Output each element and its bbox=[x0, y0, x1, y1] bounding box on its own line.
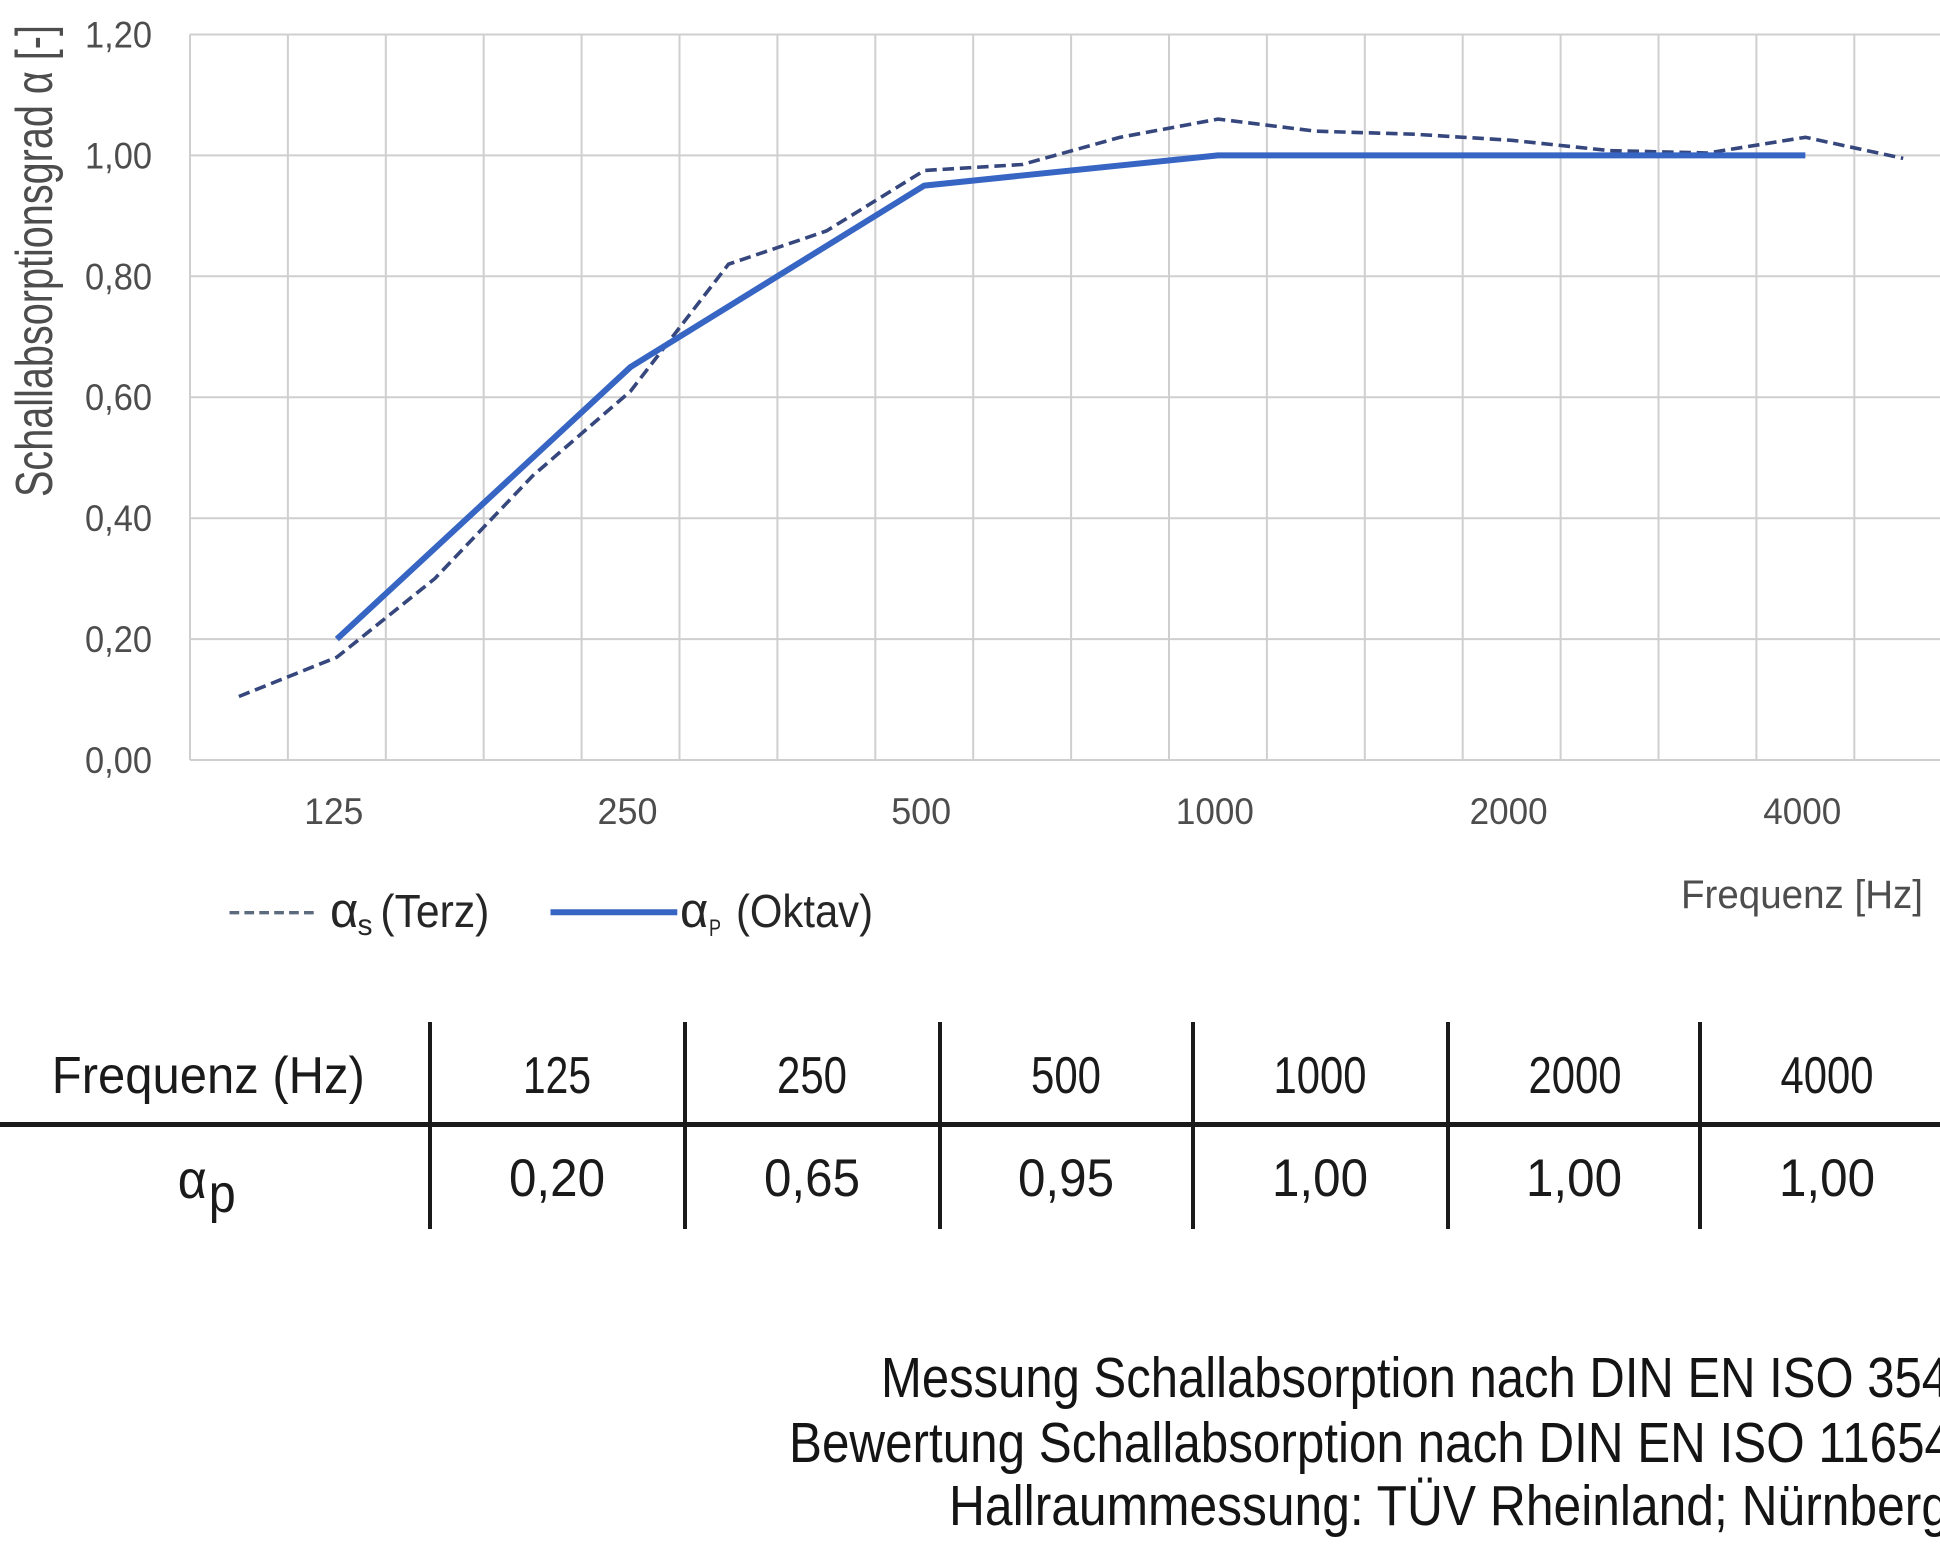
svg-text:α: α bbox=[680, 884, 708, 938]
svg-text:1,20: 1,20 bbox=[85, 15, 152, 56]
svg-text:0,20: 0,20 bbox=[509, 1149, 605, 1208]
svg-text:250: 250 bbox=[777, 1047, 847, 1105]
svg-text:s: s bbox=[358, 909, 373, 942]
svg-text:0,60: 0,60 bbox=[85, 377, 152, 418]
svg-text:125: 125 bbox=[523, 1047, 591, 1105]
svg-text:1,00: 1,00 bbox=[1526, 1149, 1622, 1208]
svg-text:1000: 1000 bbox=[1274, 1047, 1367, 1105]
svg-text:P: P bbox=[709, 915, 721, 942]
svg-text:500: 500 bbox=[1031, 1047, 1101, 1105]
svg-text:Frequenz [Hz]: Frequenz [Hz] bbox=[1681, 873, 1923, 917]
svg-text:Bewertung Schallabsorption nac: Bewertung Schallabsorption nach DIN EN I… bbox=[789, 1411, 1940, 1475]
svg-text:(Terz): (Terz) bbox=[380, 885, 489, 937]
svg-text:Hallraummessung: TÜV Rheinland: Hallraummessung: TÜV Rheinland; Nürnberg bbox=[949, 1474, 1940, 1538]
svg-text:0,65: 0,65 bbox=[764, 1149, 860, 1208]
svg-text:(Oktav): (Oktav) bbox=[736, 885, 873, 937]
svg-text:2000: 2000 bbox=[1470, 791, 1548, 832]
svg-text:1,00: 1,00 bbox=[1272, 1149, 1368, 1208]
svg-text:0,40: 0,40 bbox=[85, 498, 152, 539]
svg-text:Frequenz (Hz): Frequenz (Hz) bbox=[52, 1047, 365, 1105]
svg-text:α: α bbox=[330, 884, 358, 938]
svg-text:4000: 4000 bbox=[1763, 791, 1841, 832]
svg-text:250: 250 bbox=[598, 791, 658, 832]
svg-text:α: α bbox=[178, 1150, 207, 1210]
svg-text:p: p bbox=[209, 1164, 236, 1224]
svg-text:1000: 1000 bbox=[1176, 791, 1254, 832]
svg-text:500: 500 bbox=[891, 791, 951, 832]
svg-text:0,00: 0,00 bbox=[85, 740, 152, 781]
svg-text:0,80: 0,80 bbox=[85, 256, 152, 297]
svg-text:0,95: 0,95 bbox=[1018, 1149, 1114, 1208]
svg-text:Messung Schallabsorption nach: Messung Schallabsorption nach DIN EN ISO… bbox=[881, 1346, 1940, 1410]
svg-text:1,00: 1,00 bbox=[85, 135, 152, 176]
svg-text:1,00: 1,00 bbox=[1779, 1149, 1875, 1208]
svg-text:0,20: 0,20 bbox=[85, 619, 152, 660]
svg-text:Schallabsorptionsgrad α [-]: Schallabsorptionsgrad α [-] bbox=[6, 25, 64, 497]
svg-text:125: 125 bbox=[304, 791, 363, 832]
svg-text:4000: 4000 bbox=[1781, 1047, 1874, 1105]
svg-text:2000: 2000 bbox=[1529, 1047, 1622, 1105]
